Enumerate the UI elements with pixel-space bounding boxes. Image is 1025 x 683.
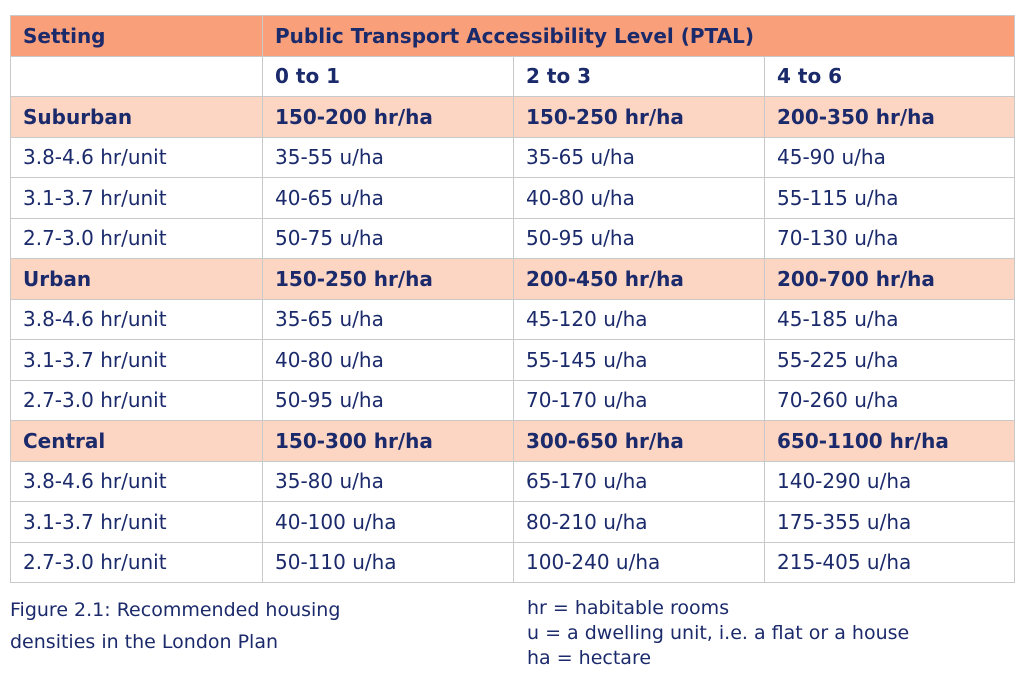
row-value: 55-225 u/ha [763,339,1016,381]
legend-item: hr = habitable rooms [527,597,730,619]
ptal-band: 2 to 3 [513,55,765,97]
row-value: 45-90 u/ha [763,136,1016,178]
row-value: 40-65 u/ha [262,177,514,219]
table-header-row: Setting Public Transport Accessibility L… [10,15,1016,57]
row-value: 35-80 u/ha [262,460,514,502]
table-row: 2.7-3.0 hr/unit 50-95 u/ha 70-170 u/ha 7… [10,379,1016,421]
row-value: 45-120 u/ha [513,298,765,340]
row-setting: 3.8-4.6 hr/unit [10,136,263,178]
row-value: 70-130 u/ha [763,217,1016,259]
row-value: 40-100 u/ha [262,501,514,543]
table-row: 3.8-4.6 hr/unit 35-80 u/ha 65-170 u/ha 1… [10,460,1016,502]
group-row-central: Central 150-300 hr/ha 300-650 hr/ha 650-… [10,420,1016,462]
abbreviation-legend: hr = habitable rooms u = a dwelling unit… [527,596,909,671]
group-density: 650-1100 hr/ha [763,420,1016,462]
table-row: 3.1-3.7 hr/unit 40-100 u/ha 80-210 u/ha … [10,501,1016,543]
table-row: 3.1-3.7 hr/unit 40-65 u/ha 40-80 u/ha 55… [10,177,1016,219]
row-setting: 2.7-3.0 hr/unit [10,217,263,259]
row-value: 215-405 u/ha [763,541,1016,583]
group-density: 150-250 hr/ha [513,96,765,138]
group-row-suburban: Suburban 150-200 hr/ha 150-250 hr/ha 200… [10,96,1016,138]
group-density: 300-650 hr/ha [513,420,765,462]
row-value: 70-170 u/ha [513,379,765,421]
row-value: 55-145 u/ha [513,339,765,381]
table-row: 2.7-3.0 hr/unit 50-110 u/ha 100-240 u/ha… [10,541,1016,583]
caption-line: densities in the London Plan [10,631,279,653]
legend-item: ha = hectare [527,647,652,669]
figure-caption: Figure 2.1: Recommended housing densitie… [10,594,340,658]
row-value: 70-260 u/ha [763,379,1016,421]
row-value: 35-65 u/ha [513,136,765,178]
legend-item: u = a dwelling unit, i.e. a flat or a ho… [527,622,910,644]
group-density: 200-350 hr/ha [763,96,1016,138]
density-table: Setting Public Transport Accessibility L… [10,15,1016,583]
row-value: 35-55 u/ha [262,136,514,178]
row-setting: 3.1-3.7 hr/unit [10,177,263,219]
group-density: 150-200 hr/ha [262,96,514,138]
row-setting: 3.8-4.6 hr/unit [10,460,263,502]
table-row: 3.1-3.7 hr/unit 40-80 u/ha 55-145 u/ha 5… [10,339,1016,381]
row-value: 65-170 u/ha [513,460,765,502]
ptal-band: 4 to 6 [763,55,1016,97]
ptal-header: Public Transport Accessibility Level (PT… [261,15,1016,57]
row-setting: 2.7-3.0 hr/unit [10,541,263,583]
group-name: Central [10,420,263,462]
ptal-band-row: 0 to 1 2 to 3 4 to 6 [10,55,1016,97]
group-row-urban: Urban 150-250 hr/ha 200-450 hr/ha 200-70… [10,258,1016,300]
table-row: 2.7-3.0 hr/unit 50-75 u/ha 50-95 u/ha 70… [10,217,1016,259]
row-setting: 3.1-3.7 hr/unit [10,501,263,543]
empty-cell [10,55,263,97]
row-setting: 2.7-3.0 hr/unit [10,379,263,421]
row-value: 40-80 u/ha [513,177,765,219]
group-density: 200-700 hr/ha [763,258,1016,300]
row-setting: 3.1-3.7 hr/unit [10,339,263,381]
row-value: 45-185 u/ha [763,298,1016,340]
table-row: 3.8-4.6 hr/unit 35-55 u/ha 35-65 u/ha 45… [10,136,1016,178]
row-value: 50-110 u/ha [262,541,514,583]
row-setting: 3.8-4.6 hr/unit [10,298,263,340]
row-value: 50-95 u/ha [513,217,765,259]
row-value: 100-240 u/ha [513,541,765,583]
group-density: 200-450 hr/ha [513,258,765,300]
row-value: 50-95 u/ha [262,379,514,421]
ptal-band: 0 to 1 [262,55,514,97]
group-name: Suburban [10,96,263,138]
group-name: Urban [10,258,263,300]
table-row: 3.8-4.6 hr/unit 35-65 u/ha 45-120 u/ha 4… [10,298,1016,340]
row-value: 175-355 u/ha [763,501,1016,543]
row-value: 55-115 u/ha [763,177,1016,219]
row-value: 140-290 u/ha [763,460,1016,502]
group-density: 150-300 hr/ha [262,420,514,462]
group-density: 150-250 hr/ha [262,258,514,300]
row-value: 35-65 u/ha [262,298,514,340]
row-value: 40-80 u/ha [262,339,514,381]
setting-header: Setting [10,15,263,57]
caption-line: Figure 2.1: Recommended housing [10,599,341,621]
row-value: 50-75 u/ha [262,217,514,259]
row-value: 80-210 u/ha [513,501,765,543]
